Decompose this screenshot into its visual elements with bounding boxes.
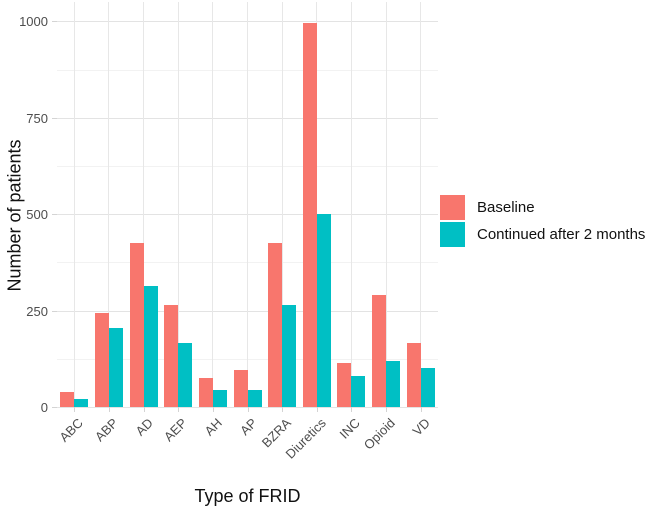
bar-baseline-ah — [198, 378, 213, 407]
bar-continued-abp — [108, 327, 123, 407]
bar-continued-opioid — [386, 360, 401, 407]
vertical-gridline — [247, 2, 248, 407]
y-tick-mark — [52, 21, 57, 23]
bar-continued-bzra — [282, 304, 297, 407]
legend: Baseline Continued after 2 months — [440, 195, 645, 249]
vertical-gridline — [108, 2, 110, 407]
x-tick-mark — [212, 407, 214, 412]
x-tick-mark — [108, 407, 110, 412]
x-tick-mark — [316, 407, 318, 412]
y-tick-label: 250 — [26, 303, 48, 319]
x-tick-mark — [74, 407, 76, 412]
bar-continued-aep — [178, 343, 193, 407]
y-tick-label: 750 — [26, 110, 48, 126]
y-tick-label: 0 — [40, 400, 48, 415]
vertical-gridline — [281, 2, 283, 407]
vertical-gridline — [350, 2, 352, 407]
vertical-gridline — [143, 2, 145, 407]
bar-continued-vd — [420, 368, 435, 407]
x-tick-mark — [386, 407, 388, 412]
bar-continued-ah — [212, 389, 227, 407]
bar-continued-ap — [247, 389, 262, 407]
y-tick-mark — [52, 214, 57, 216]
vertical-gridline — [212, 2, 214, 407]
y-tick-mark — [52, 117, 57, 119]
legend-label-continued: Continued after 2 months — [477, 226, 646, 243]
x-tick-mark — [143, 407, 145, 412]
legend-item-baseline: Baseline — [440, 195, 645, 220]
x-tick-mark — [282, 407, 284, 412]
y-tick-mark — [52, 407, 57, 408]
vertical-gridline — [73, 2, 75, 407]
bar-baseline-opioid — [372, 295, 387, 407]
bar-baseline-bzra — [268, 243, 283, 407]
x-axis-title: Type of FRID — [194, 486, 301, 506]
bar-baseline-abc — [60, 391, 75, 407]
x-tick-mark — [178, 407, 180, 412]
vertical-gridline — [177, 2, 179, 407]
bar-baseline-inc — [337, 362, 352, 407]
y-tick-mark — [52, 310, 57, 312]
y-tick-label: 500 — [26, 207, 48, 223]
legend-key-continued-swatch — [440, 222, 465, 247]
x-tick-mark — [247, 407, 249, 412]
x-tick-mark — [351, 407, 353, 412]
bar-continued-ad — [143, 285, 158, 407]
bar-baseline-aep — [164, 304, 179, 407]
bar-baseline-ap — [233, 370, 248, 407]
bar-continued-abc — [74, 399, 89, 407]
bar-continued-inc — [351, 376, 366, 407]
bar-baseline-ad — [129, 243, 144, 407]
legend-key-baseline-swatch — [440, 195, 465, 220]
bar-baseline-diuretics — [302, 23, 317, 407]
bar-baseline-vd — [406, 343, 421, 407]
legend-label-baseline: Baseline — [477, 199, 535, 216]
bar-baseline-abp — [94, 312, 109, 407]
bar-continued-diuretics — [316, 214, 331, 407]
x-tick-mark — [420, 407, 422, 412]
y-tick-label: 1000 — [19, 14, 48, 30]
legend-item-continued: Continued after 2 months — [440, 222, 645, 247]
plot-area — [57, 2, 438, 408]
vertical-gridline — [316, 2, 318, 407]
vertical-gridline — [385, 2, 387, 407]
vertical-gridline — [420, 2, 422, 407]
